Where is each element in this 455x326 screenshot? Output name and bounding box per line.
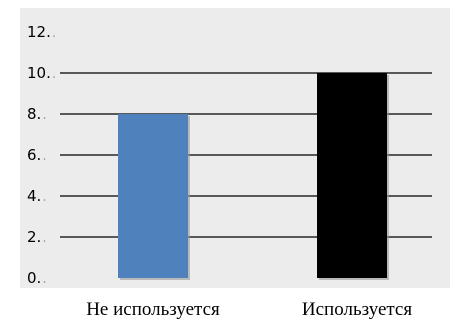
y-tick-label: 8.	[27, 105, 41, 123]
y-tick-label: 12.	[27, 23, 51, 41]
y-tick-label: 10.	[27, 64, 51, 82]
tick-dot	[43, 240, 46, 242]
y-axis-ticks: 0. 2. 4. 6. 8. 10. 12.	[27, 23, 55, 287]
tick-dot	[53, 35, 55, 37]
y-tick-label: 2.	[27, 228, 41, 246]
x-category-label: Используется	[302, 299, 412, 320]
y-tick-label: 6.	[27, 146, 41, 164]
y-tick-label: 0.	[27, 269, 41, 287]
x-category-label: Не используется	[86, 299, 220, 320]
bar	[118, 114, 188, 278]
y-tick-label: 4.	[27, 187, 41, 205]
tick-dot	[53, 76, 55, 78]
tick-dot	[43, 158, 46, 160]
tick-dot	[43, 199, 46, 201]
tick-dot	[43, 117, 46, 119]
bars	[118, 73, 389, 280]
tick-dot	[43, 281, 46, 283]
x-axis-labels: Не используется Используется	[86, 299, 412, 320]
bar	[317, 73, 387, 278]
